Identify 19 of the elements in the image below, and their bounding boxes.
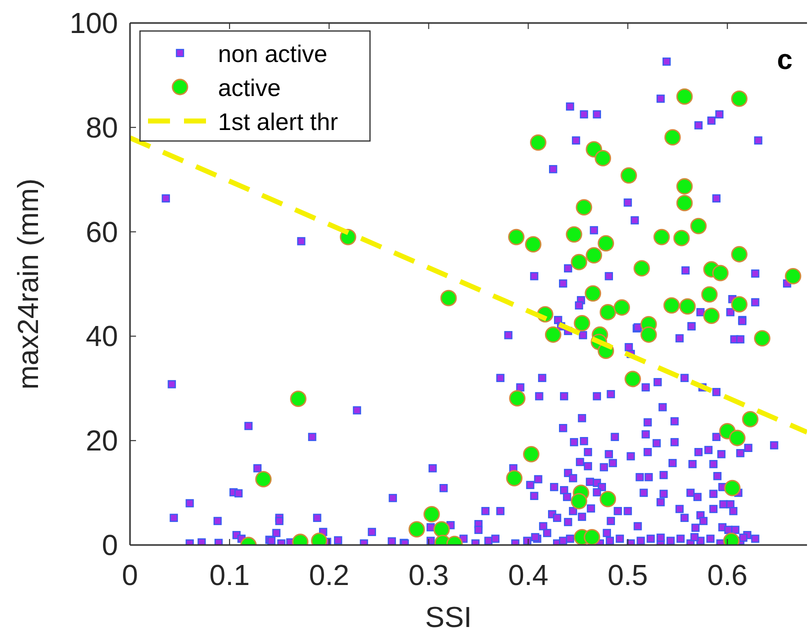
y-tick-label: 60 — [86, 216, 118, 249]
legend-label: active — [218, 75, 281, 102]
y-tick-label: 80 — [86, 112, 118, 144]
y-tick-label: 0 — [102, 530, 118, 562]
x-tick-label: 0 — [122, 560, 138, 592]
x-tick-label: 0.5 — [608, 560, 648, 592]
x-tick-label: 0.4 — [508, 560, 548, 592]
x-tick-label: 0.6 — [707, 560, 748, 592]
x-axis-title: SSI — [425, 602, 472, 634]
legend-label: 1st alert thr — [218, 109, 338, 136]
legend-label: non active — [218, 41, 328, 68]
y-tick-label: 40 — [86, 321, 118, 354]
x-tick-label: 0.3 — [408, 560, 449, 592]
x-tick-label: 0.2 — [308, 560, 350, 592]
y-tick-label: 20 — [86, 426, 118, 458]
y-axis-title: max24rain (mm) — [13, 178, 45, 390]
y-tick-label: 100 — [70, 8, 118, 40]
x-tick-label: 0.1 — [209, 560, 250, 592]
annotation: c — [777, 44, 793, 75]
